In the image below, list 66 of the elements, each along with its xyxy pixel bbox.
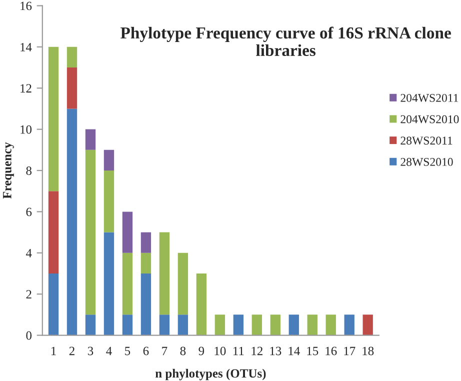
x-tick-label: 8 — [180, 346, 186, 356]
bar — [344, 314, 354, 336]
x-tick-label: 5 — [125, 346, 130, 356]
bar — [159, 232, 170, 315]
bar — [66, 108, 78, 336]
bar — [104, 232, 114, 336]
x-tick-label: 1 — [51, 346, 56, 356]
x-tick-label: 10 — [214, 346, 226, 356]
y-tick-label: 2 — [26, 290, 32, 298]
x-tick-label: 6 — [143, 346, 149, 356]
bar — [85, 129, 96, 150]
text: Phylotype Frequency curve of 16S rRNA clone libraries — [120, 26, 451, 56]
x-tick-label: 9 — [198, 346, 204, 356]
bar — [66, 46, 78, 68]
x-tick-label: 4 — [106, 346, 112, 356]
x-tick-label: 16 — [326, 346, 337, 356]
bar — [122, 314, 133, 336]
bar — [196, 273, 207, 336]
legend-label: 28WS2011 — [400, 136, 452, 145]
bar — [66, 68, 78, 109]
x-tick-label: 13 — [270, 346, 282, 356]
x-tick-label: 12 — [252, 346, 262, 356]
y-tick-label: 6 — [26, 208, 32, 216]
bar — [48, 273, 59, 336]
bar — [122, 212, 133, 253]
bar — [178, 314, 188, 336]
x-axis-title: n phylotypes (OTUs) — [155, 368, 266, 380]
x-tick-label: 11 — [233, 346, 244, 356]
x-tick-label: 14 — [288, 346, 300, 356]
x-tick-label: 2 — [69, 346, 74, 356]
bar — [140, 232, 152, 253]
y-tick-label: 8 — [26, 166, 32, 175]
bar — [326, 314, 336, 336]
x-tick-label: 17 — [344, 346, 356, 356]
bar — [362, 314, 373, 336]
legend-label: 28WS2010 — [400, 158, 453, 166]
bar — [104, 150, 114, 170]
bar — [140, 252, 152, 274]
bar — [270, 314, 280, 336]
bar — [85, 150, 96, 315]
x-tick-label: 7 — [162, 346, 168, 356]
bar — [140, 273, 152, 336]
x-tick-label: 3 — [88, 346, 94, 356]
bar — [48, 191, 59, 274]
y-tick-label: 4 — [26, 248, 32, 258]
bar — [307, 314, 318, 336]
y-tick-label: 14 — [20, 42, 32, 52]
bar — [214, 314, 226, 336]
bar — [178, 252, 188, 315]
bar — [48, 46, 59, 192]
bar — [159, 314, 170, 336]
y-axis-title: Frequency — [3, 142, 14, 199]
y-tick-label: 16 — [20, 2, 32, 10]
bar — [233, 314, 244, 336]
legend-label: 204WS2010 — [400, 115, 459, 124]
x-tick-label: 18 — [362, 346, 374, 356]
y-tick-label: 0 — [26, 331, 32, 340]
y-tick-label: 10 — [20, 125, 32, 134]
x-tick-label: 15 — [307, 346, 318, 356]
bar — [85, 314, 96, 336]
legend-label: 204WS2011 — [400, 94, 458, 102]
y-tick-label: 12 — [20, 84, 32, 92]
bar — [288, 314, 299, 336]
bar — [252, 314, 262, 336]
bar — [122, 252, 133, 315]
bar — [104, 170, 114, 232]
